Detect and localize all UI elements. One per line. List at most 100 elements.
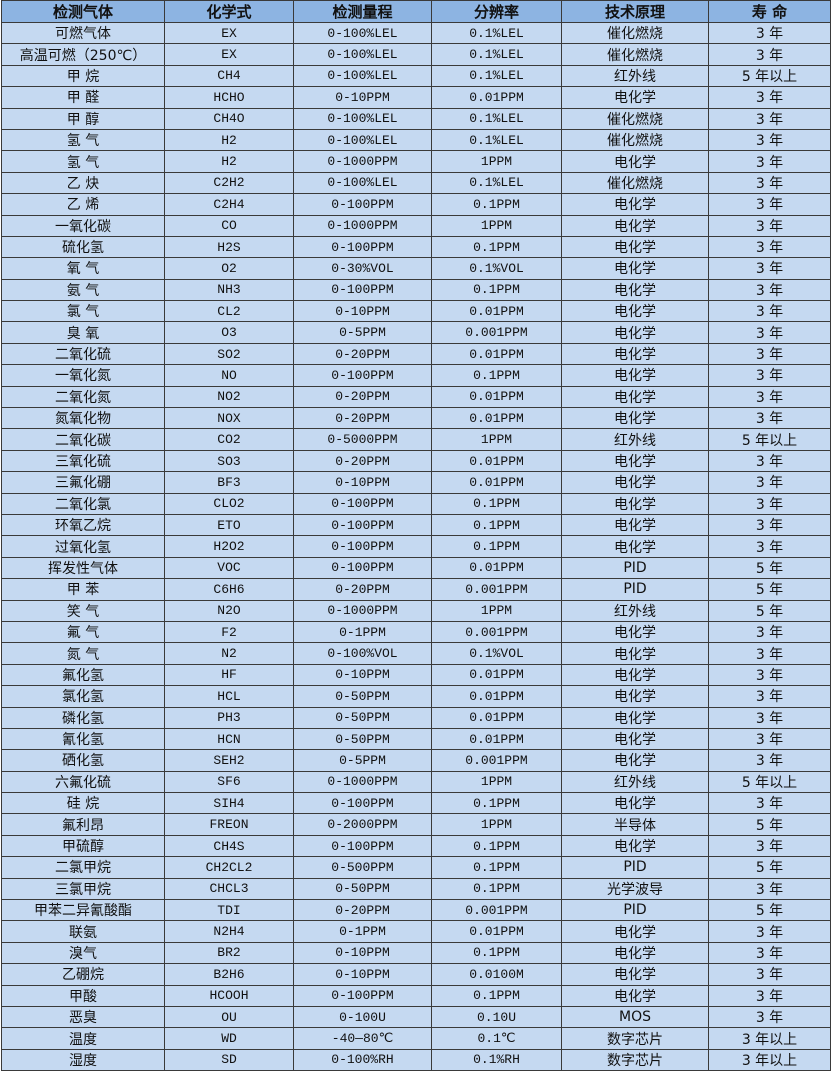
cell-resolution: 0.1%LEL bbox=[431, 21, 562, 45]
cell-resolution: 0.01PPM bbox=[431, 471, 562, 494]
table-row: 过氧化氢 H2O2 0-100PPM 0.1PPM 电化学 3 年 bbox=[1, 535, 831, 558]
cell-gas: 乙硼烷 bbox=[1, 963, 165, 986]
cell-range: 0-100%LEL bbox=[293, 107, 432, 130]
cell-principle: 电化学 bbox=[561, 685, 709, 708]
cell-resolution: 0.1PPM bbox=[431, 877, 562, 901]
cell-range: 0-10PPM bbox=[293, 86, 432, 109]
cell-formula: CL2 bbox=[164, 300, 294, 323]
cell-gas: 甲 苯 bbox=[1, 578, 165, 601]
cell-range: 0-100PPM bbox=[293, 278, 432, 302]
cell-lifetime: 3 年 bbox=[708, 43, 831, 66]
cell-lifetime: 3 年 bbox=[708, 257, 831, 280]
cell-resolution: 0.1%LEL bbox=[431, 171, 562, 195]
cell-gas: 甲 醇 bbox=[1, 107, 165, 130]
cell-range: 0-100%VOL bbox=[293, 642, 432, 665]
cell-formula: CH2CL2 bbox=[164, 856, 294, 879]
cell-lifetime: 3 年 bbox=[708, 449, 831, 473]
cell-principle: 半导体 bbox=[561, 813, 709, 836]
cell-range: 0-50PPM bbox=[293, 877, 432, 901]
cell-lifetime: 5 年 bbox=[708, 813, 831, 836]
table-row: 甲 烷 CH4 0-100%LEL 0.1%LEL 红外线 5 年以上 bbox=[1, 64, 831, 88]
cell-resolution: 0.01PPM bbox=[431, 300, 562, 323]
table-row: 二氯甲烷 CH2CL2 0-500PPM 0.1PPM PID 5 年 bbox=[1, 856, 831, 879]
cell-resolution: 0.001PPM bbox=[431, 899, 562, 922]
cell-formula: HCHO bbox=[164, 86, 294, 109]
cell-resolution: 0.001PPM bbox=[431, 620, 562, 644]
cell-range: 0-100U bbox=[293, 1005, 432, 1029]
cell-resolution: 0.01PPM bbox=[431, 385, 562, 409]
table-row: 氰化氢 HCN 0-50PPM 0.01PPM 电化学 3 年 bbox=[1, 727, 831, 751]
cell-principle: 红外线 bbox=[561, 64, 709, 88]
table-row: 甲硫醇 CH4S 0-100PPM 0.1PPM 电化学 3 年 bbox=[1, 834, 831, 858]
cell-range: 0-20PPM bbox=[293, 407, 432, 430]
cell-range: 0-20PPM bbox=[293, 385, 432, 409]
cell-resolution: 0.1PPM bbox=[431, 278, 562, 302]
table-row: 氢 气 H2 0-1000PPM 1PPM 电化学 3 年 bbox=[1, 150, 831, 173]
cell-formula: H2 bbox=[164, 128, 294, 152]
table-row: 湿度 SD 0-100%RH 0.1%RH 数字芯片 3 年以上 bbox=[1, 1048, 831, 1072]
cell-principle: 催化燃烧 bbox=[561, 107, 709, 130]
cell-gas: 甲 烷 bbox=[1, 64, 165, 88]
cell-range: 0-10PPM bbox=[293, 300, 432, 323]
cell-formula: FREON bbox=[164, 813, 294, 836]
cell-lifetime: 3 年 bbox=[708, 792, 831, 815]
cell-resolution: 0.01PPM bbox=[431, 685, 562, 708]
cell-principle: MOS bbox=[561, 1005, 709, 1029]
table-body: 可燃气体 EX 0-100%LEL 0.1%LEL 催化燃烧 3 年高温可燃（250℃） E… bbox=[1, 21, 831, 1072]
cell-lifetime: 5 年 bbox=[708, 599, 831, 622]
cell-gas: 氧 气 bbox=[1, 257, 165, 280]
cell-principle: 电化学 bbox=[561, 727, 709, 751]
cell-formula: OU bbox=[164, 1005, 294, 1029]
cell-gas: 联氨 bbox=[1, 920, 165, 943]
cell-principle: 电化学 bbox=[561, 663, 709, 687]
cell-gas: 笑 气 bbox=[1, 599, 165, 622]
cell-resolution: 0.1PPM bbox=[431, 492, 562, 515]
cell-formula: H2O2 bbox=[164, 535, 294, 558]
cell-formula: B2H6 bbox=[164, 963, 294, 986]
table-row: 氢 气 H2 0-100%LEL 0.1%LEL 催化燃烧 3 年 bbox=[1, 128, 831, 152]
cell-resolution: 0.001PPM bbox=[431, 578, 562, 601]
cell-range: 0-100PPM bbox=[293, 364, 432, 387]
cell-range: 0-100%LEL bbox=[293, 128, 432, 152]
cell-formula: SO3 bbox=[164, 449, 294, 473]
table-row: 二氧化硫 SO2 0-20PPM 0.01PPM 电化学 3 年 bbox=[1, 342, 831, 366]
table-row: 联氨 N2H4 0-1PPM 0.01PPM 电化学 3 年 bbox=[1, 920, 831, 943]
cell-gas: 氯化氢 bbox=[1, 685, 165, 708]
cell-gas: 三氟化硼 bbox=[1, 471, 165, 494]
table-row: 可燃气体 EX 0-100%LEL 0.1%LEL 催化燃烧 3 年 bbox=[1, 21, 831, 45]
cell-gas: 硫化氢 bbox=[1, 235, 165, 259]
table-row: 硫化氢 H2S 0-100PPM 0.1PPM 电化学 3 年 bbox=[1, 235, 831, 259]
cell-principle: 电化学 bbox=[561, 642, 709, 665]
cell-resolution: 0.1PPM bbox=[431, 984, 562, 1007]
header-principle: 技术原理 bbox=[561, 0, 709, 23]
cell-principle: 电化学 bbox=[561, 620, 709, 644]
cell-formula: NO bbox=[164, 364, 294, 387]
cell-lifetime: 3 年 bbox=[708, 620, 831, 644]
cell-resolution: 0.01PPM bbox=[431, 920, 562, 943]
cell-range: 0-20PPM bbox=[293, 449, 432, 473]
cell-principle: PID bbox=[561, 556, 709, 580]
cell-formula: O2 bbox=[164, 257, 294, 280]
cell-range: 0-100PPM bbox=[293, 535, 432, 558]
cell-resolution: 0.1%LEL bbox=[431, 64, 562, 88]
cell-range: 0-10PPM bbox=[293, 963, 432, 986]
cell-resolution: 0.1PPM bbox=[431, 856, 562, 879]
cell-range: 0-100%LEL bbox=[293, 171, 432, 195]
cell-lifetime: 3 年以上 bbox=[708, 1027, 831, 1050]
cell-formula: F2 bbox=[164, 620, 294, 644]
cell-formula: HCL bbox=[164, 685, 294, 708]
table-row: 氟化氢 HF 0-10PPM 0.01PPM 电化学 3 年 bbox=[1, 663, 831, 687]
cell-lifetime: 3 年 bbox=[708, 749, 831, 772]
table-row: 甲 醛 HCHO 0-10PPM 0.01PPM 电化学 3 年 bbox=[1, 86, 831, 109]
cell-range: 0-1000PPM bbox=[293, 214, 432, 237]
table-row: 三氯甲烷 CHCL3 0-50PPM 0.1PPM 光学波导 3 年 bbox=[1, 877, 831, 901]
cell-range: 0-10PPM bbox=[293, 663, 432, 687]
table-row: 氧 气 O2 0-30%VOL 0.1%VOL 电化学 3 年 bbox=[1, 257, 831, 280]
cell-lifetime: 3 年 bbox=[708, 642, 831, 665]
cell-range: 0-100%LEL bbox=[293, 43, 432, 66]
table-row: 硒化氢 SEH2 0-5PPM 0.001PPM 电化学 3 年 bbox=[1, 749, 831, 772]
cell-lifetime: 3 年 bbox=[708, 663, 831, 687]
cell-resolution: 1PPM bbox=[431, 428, 562, 451]
cell-formula: NH3 bbox=[164, 278, 294, 302]
cell-gas: 氮 气 bbox=[1, 642, 165, 665]
